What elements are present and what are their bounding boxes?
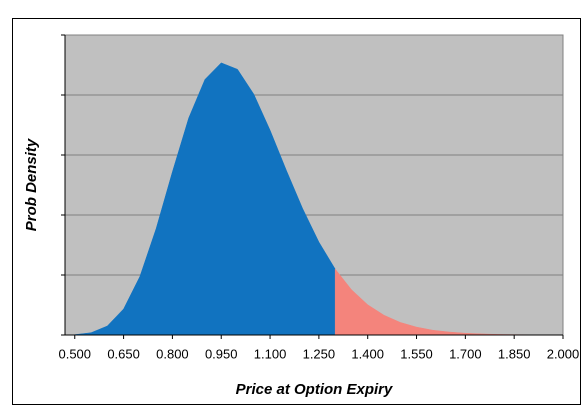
x-tick-label: 2.000: [547, 346, 580, 361]
x-tick-label: 0.650: [107, 346, 140, 361]
x-tick-label: 0.950: [205, 346, 238, 361]
x-tick-label: 1.250: [303, 346, 336, 361]
x-tick-label: 1.400: [351, 346, 384, 361]
density-area: [74, 62, 336, 336]
x-axis-label: Price at Option Expiry: [236, 381, 393, 398]
y-axis-label: Prob Density: [23, 138, 40, 231]
x-tick-label: 0.800: [156, 346, 189, 361]
x-tick-label: 0.500: [58, 346, 91, 361]
x-tick-label: 1.100: [254, 346, 287, 361]
x-tick-label: 1.550: [400, 346, 433, 361]
x-tick-label: 1.850: [498, 346, 531, 361]
x-tick-label: 1.700: [449, 346, 482, 361]
